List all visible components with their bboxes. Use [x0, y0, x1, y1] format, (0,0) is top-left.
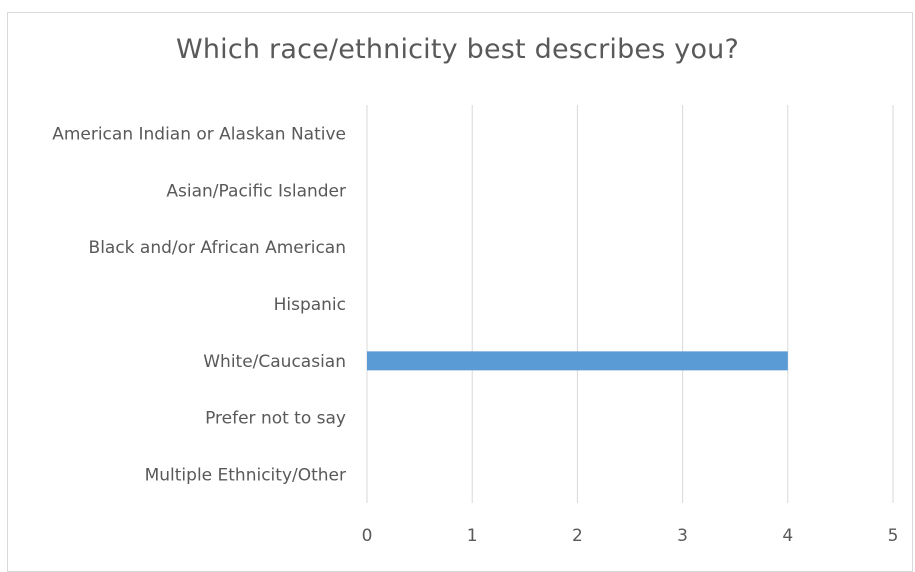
- chart-title: Which race/ethnicity best describes you?: [175, 34, 740, 65]
- chart-frame: [7, 12, 913, 572]
- category-label: Hispanic: [274, 295, 346, 315]
- category-label: White/Caucasian: [203, 352, 346, 372]
- x-tick-label: 1: [467, 526, 478, 546]
- category-labels: American Indian or Alaskan Native Asian/P…: [52, 124, 346, 485]
- category-label: Black and/or African American: [89, 238, 346, 258]
- x-tick-labels: 0 1 2 3 4 5: [362, 526, 899, 546]
- bars: [367, 351, 788, 371]
- category-label: Multiple Ethnicity/Other: [145, 466, 346, 486]
- bar: [367, 351, 788, 371]
- x-tick-label: 3: [677, 526, 688, 546]
- bar-chart: American Indian or Alaskan Native Asian/P…: [52, 105, 899, 546]
- x-tick-label: 5: [888, 526, 899, 546]
- category-label: American Indian or Alaskan Native: [52, 124, 346, 144]
- x-tick-label: 4: [782, 526, 793, 546]
- x-tick-label: 2: [572, 526, 583, 546]
- category-label: Asian/Pacific Islander: [166, 181, 346, 201]
- gridlines: [366, 105, 894, 503]
- category-label: Prefer not to say: [205, 409, 346, 429]
- x-tick-label: 0: [362, 526, 373, 546]
